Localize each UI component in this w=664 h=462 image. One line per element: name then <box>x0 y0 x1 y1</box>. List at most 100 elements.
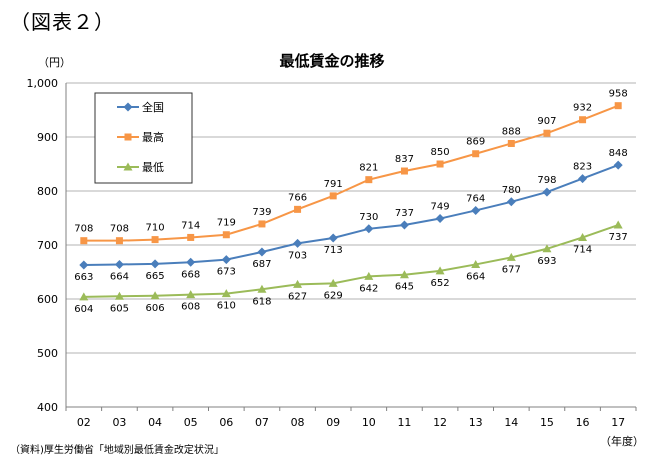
legend-marker <box>124 133 132 141</box>
data-point <box>150 259 160 269</box>
data-label: 714 <box>573 244 592 255</box>
x-tick-label: 05 <box>184 416 198 429</box>
data-point <box>613 160 623 170</box>
data-label: 663 <box>74 272 93 283</box>
data-point <box>258 220 266 228</box>
data-label: 719 <box>217 218 236 229</box>
data-label: 737 <box>395 208 414 219</box>
data-point <box>543 129 551 137</box>
data-label: 749 <box>431 202 450 213</box>
data-label: 645 <box>395 282 414 293</box>
x-tick-label: 16 <box>576 416 590 429</box>
data-point <box>472 150 480 158</box>
data-label: 739 <box>252 207 271 218</box>
x-tick-label: 06 <box>219 416 233 429</box>
data-label: 673 <box>217 267 236 278</box>
data-point <box>471 259 481 268</box>
x-tick-label: 03 <box>112 416 126 429</box>
legend-marker <box>123 102 133 112</box>
data-label: 687 <box>252 259 271 270</box>
data-label: 714 <box>181 220 200 231</box>
data-point <box>293 238 303 248</box>
data-point <box>151 236 159 244</box>
data-label: 677 <box>502 264 521 275</box>
y-tick-label: 500 <box>37 347 58 360</box>
data-label: 693 <box>537 256 556 267</box>
data-point <box>186 290 196 299</box>
data-label: 837 <box>395 154 414 165</box>
data-label: 850 <box>431 147 450 158</box>
data-label: 668 <box>181 269 200 280</box>
data-point <box>150 291 160 300</box>
data-point <box>613 220 623 229</box>
data-point <box>293 279 303 288</box>
series-line <box>83 164 619 266</box>
data-label: 713 <box>324 245 343 256</box>
x-tick-label: 12 <box>433 416 447 429</box>
data-label: 791 <box>324 179 343 190</box>
x-unit-label: （年度） <box>600 435 644 448</box>
data-point <box>578 232 588 241</box>
data-point <box>222 231 230 239</box>
legend-label: 最高 <box>142 130 164 144</box>
data-label: 764 <box>466 193 485 204</box>
data-label: 780 <box>502 185 521 196</box>
data-point <box>435 214 445 224</box>
data-label: 798 <box>537 175 556 186</box>
data-point <box>436 160 444 168</box>
data-label: 665 <box>146 271 165 282</box>
legend-box <box>94 92 193 184</box>
data-label: 869 <box>466 137 485 148</box>
data-point <box>399 220 409 230</box>
data-label: 710 <box>146 223 165 234</box>
y-tick-label: 400 <box>37 401 58 414</box>
chart-title: 最低賃金の推移 <box>279 52 385 70</box>
data-label: 642 <box>359 283 378 294</box>
data-point <box>115 237 123 245</box>
x-tick-label: 07 <box>255 416 269 429</box>
data-point <box>328 278 338 287</box>
data-label: 958 <box>609 89 628 100</box>
source-note: （資料)厚生労働省「地域別最低賃金改定状況」 <box>10 445 224 456</box>
series-line <box>83 224 619 298</box>
data-label: 730 <box>359 212 378 223</box>
data-point <box>365 176 373 184</box>
data-point <box>614 102 622 110</box>
data-point <box>364 271 374 280</box>
legend-label: 最低 <box>142 161 164 174</box>
data-point <box>257 247 267 257</box>
data-label: 888 <box>502 126 521 137</box>
data-label: 821 <box>359 163 378 174</box>
data-point <box>80 237 88 245</box>
data-label: 737 <box>609 232 628 243</box>
data-point <box>114 291 124 300</box>
data-point <box>542 244 552 253</box>
data-label: 606 <box>146 303 165 314</box>
data-label: 708 <box>74 224 93 235</box>
y-tick-label: 1,000 <box>27 77 59 90</box>
data-point <box>79 260 89 270</box>
data-point <box>114 259 124 269</box>
data-point <box>186 257 196 267</box>
data-label: 708 <box>110 224 129 235</box>
data-label: 766 <box>288 192 307 203</box>
data-point <box>329 192 337 200</box>
data-point <box>399 270 409 279</box>
data-point <box>400 167 408 175</box>
data-point <box>221 255 231 265</box>
data-label: 627 <box>288 291 307 302</box>
x-tick-label: 02 <box>77 416 91 429</box>
data-label: 664 <box>466 271 485 282</box>
data-label: 932 <box>573 103 592 114</box>
x-tick-label: 10 <box>362 416 376 429</box>
x-tick-label: 09 <box>326 416 340 429</box>
x-tick-label: 14 <box>504 416 518 429</box>
series-line <box>83 104 619 242</box>
x-tick-label: 08 <box>291 416 305 429</box>
x-tick-label: 13 <box>469 416 483 429</box>
data-point <box>328 233 338 243</box>
data-label: 907 <box>537 116 556 127</box>
data-point <box>578 174 588 184</box>
data-point <box>506 252 516 261</box>
